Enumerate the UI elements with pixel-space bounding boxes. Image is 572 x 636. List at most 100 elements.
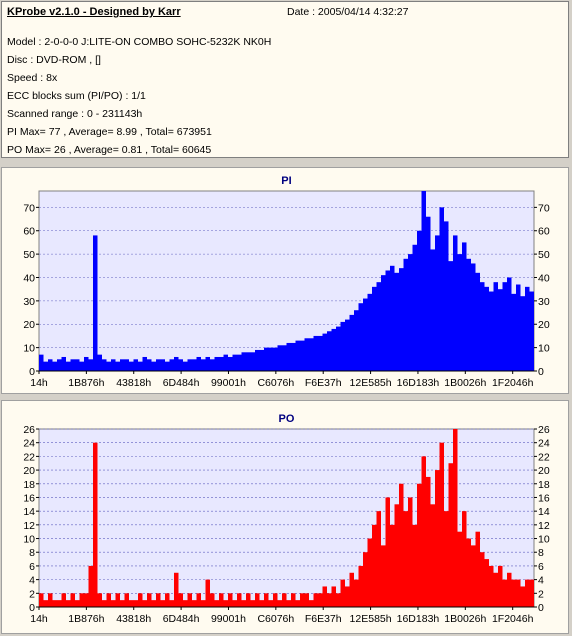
po-x-tick-label: 12E585h [350, 613, 392, 625]
po-x-tick-label: 99001h [211, 613, 246, 625]
po-bar [264, 593, 269, 607]
po-bar [169, 600, 174, 607]
pi-y-tick-label-left: 40 [23, 272, 35, 284]
pi-y-tick-label-left: 0 [29, 366, 35, 378]
pi-bar [331, 328, 336, 371]
po-bar [313, 593, 318, 607]
pi-bar [457, 254, 462, 371]
pi-bar [120, 359, 125, 371]
ecc-line: ECC blocks sum (PI/PO) : 1/1 [7, 90, 146, 102]
po-bar [381, 545, 386, 607]
po-bar [430, 504, 435, 607]
pi-bar [399, 268, 404, 371]
pi-bar [138, 361, 143, 371]
pi-bar [408, 254, 413, 371]
po-bar [327, 593, 332, 607]
po-bar [210, 593, 215, 607]
pi-bar [484, 286, 489, 371]
pi-x-tick-label: 14h [30, 377, 48, 389]
po-y-tick-label-left: 6 [29, 561, 35, 573]
pi-bar [480, 282, 485, 371]
pi-bar [466, 258, 471, 371]
po-bar [417, 483, 422, 607]
pi-bar [475, 272, 480, 371]
pi-bar [489, 291, 494, 371]
po-bar [268, 600, 273, 607]
po-x-tick-label: 1F2046h [492, 613, 534, 625]
po-bar [457, 531, 462, 607]
po-bar [192, 600, 197, 607]
po-y-tick-label-left: 0 [29, 602, 35, 614]
po-bar [291, 593, 296, 607]
po-bar [421, 456, 426, 607]
po-bar [462, 511, 467, 607]
pi-bar [516, 284, 521, 371]
pi-bar [322, 333, 327, 371]
pi-bar [79, 361, 84, 371]
po-bar [489, 565, 494, 607]
pi-bar [426, 216, 431, 371]
po-bar [57, 600, 62, 607]
po-x-tick-label: 43818h [116, 613, 151, 625]
po-y-tick-label-right: 0 [538, 602, 544, 614]
po-x-tick-label: 16D183h [397, 613, 440, 625]
po-chart-title: PO [279, 413, 295, 425]
po-y-tick-label-right: 10 [538, 534, 550, 546]
po-bar [286, 600, 291, 607]
po-bar [336, 593, 341, 607]
pi-x-tick-label: 16D183h [397, 377, 440, 389]
po-bar [525, 579, 530, 607]
po-y-tick-label-left: 24 [23, 438, 35, 450]
pi-bar [345, 319, 350, 371]
pi-bar [520, 296, 525, 371]
po-bar [174, 572, 179, 607]
po-y-tick-label-left: 22 [23, 451, 35, 463]
pi-bar [192, 359, 197, 371]
pi-bar [129, 361, 134, 371]
po-y-tick-label-right: 22 [538, 451, 550, 463]
po-bar [187, 593, 192, 607]
po-bar [61, 593, 66, 607]
po-bar [160, 600, 165, 607]
pi-bar [502, 282, 507, 371]
po-bar [363, 552, 368, 607]
pi-x-tick-label: C6076h [257, 377, 294, 389]
po-bar [516, 579, 521, 607]
po-bar [102, 600, 107, 607]
po-bar [106, 593, 111, 607]
po-bar [219, 593, 224, 607]
pi-bar [417, 230, 422, 371]
pi-bar [291, 342, 296, 371]
po-bar [295, 600, 300, 607]
pi-bar [268, 347, 273, 371]
pi-y-tick-label-left: 20 [23, 319, 35, 331]
po-y-tick-label-right: 2 [538, 588, 544, 600]
pi-bar [336, 326, 341, 371]
pi-bar [151, 361, 156, 371]
pi-bar [394, 272, 399, 371]
pi-bar [187, 359, 192, 371]
pi-bar [250, 352, 255, 371]
po-bar [259, 600, 264, 607]
pi-bar [160, 359, 165, 371]
pi-y-tick-label-right: 60 [538, 226, 550, 238]
pi-bar [178, 359, 183, 371]
po-bar [529, 579, 534, 607]
po-bar [322, 586, 327, 607]
pi-bar [421, 191, 426, 371]
pi-bar [223, 354, 228, 371]
po-bar [48, 593, 53, 607]
app-title: KProbe v2.1.0 - Designed by Karr [7, 6, 181, 18]
scan-date: Date : 2005/04/14 4:32:27 [287, 6, 409, 18]
pi-chart-title: PI [281, 175, 291, 187]
po-bar [214, 600, 219, 607]
pi-bar [201, 359, 206, 371]
po-bar [502, 579, 507, 607]
pi-bar [232, 354, 237, 371]
po-y-tick-label-left: 16 [23, 492, 35, 504]
pi-y-tick-label-right: 30 [538, 296, 550, 308]
pi-bar [124, 359, 129, 371]
po-bar [520, 586, 525, 607]
po-bar [354, 579, 359, 607]
